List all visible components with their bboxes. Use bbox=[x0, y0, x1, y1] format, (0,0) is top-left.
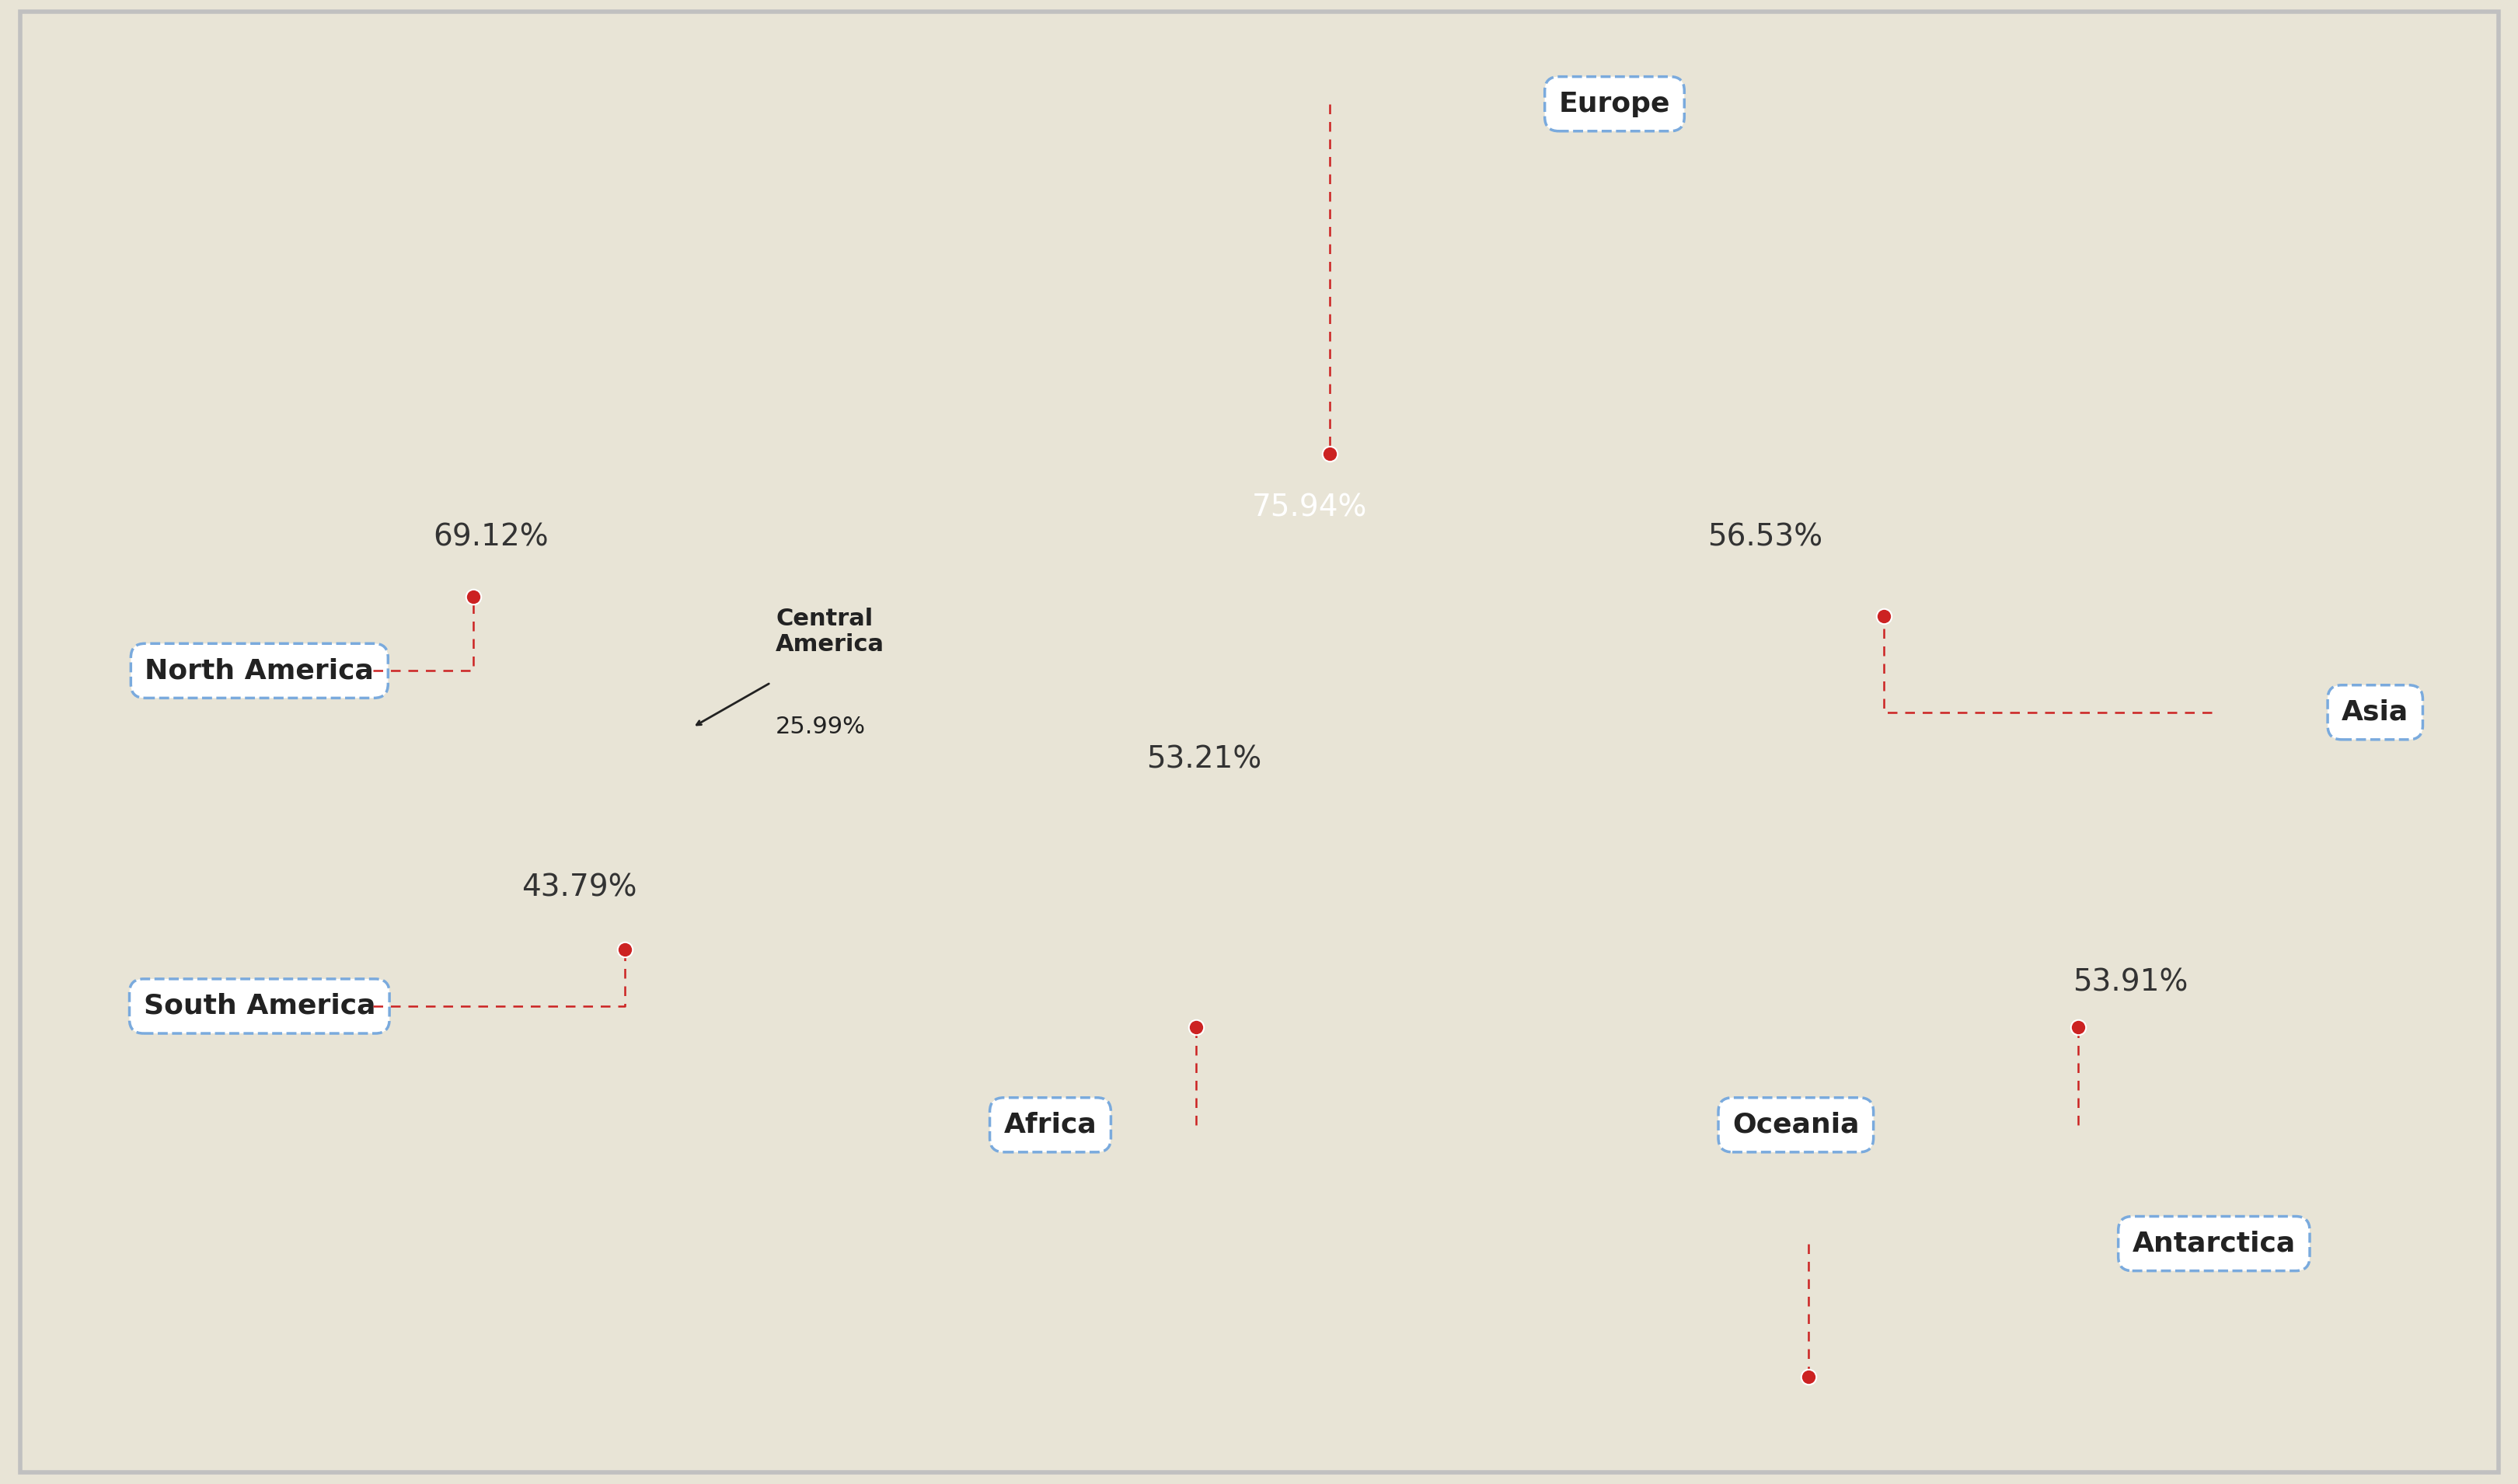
Text: Europe: Europe bbox=[1559, 91, 1669, 117]
Text: 43.79%: 43.79% bbox=[521, 873, 637, 902]
Text: 56.53%: 56.53% bbox=[1707, 522, 1823, 552]
Text: Central
America: Central America bbox=[776, 607, 884, 656]
Text: 53.21%: 53.21% bbox=[1146, 745, 1262, 775]
Text: South America: South America bbox=[144, 993, 375, 1020]
Text: Antarctica: Antarctica bbox=[2133, 1230, 2294, 1257]
Text: 25.99%: 25.99% bbox=[776, 715, 866, 738]
Text: Africa: Africa bbox=[1005, 1112, 1095, 1138]
Text: Oceania: Oceania bbox=[1732, 1112, 1858, 1138]
Text: North America: North America bbox=[146, 657, 373, 684]
Text: 53.91%: 53.91% bbox=[2072, 968, 2188, 997]
Text: 75.94%: 75.94% bbox=[1251, 493, 1367, 522]
Text: Asia: Asia bbox=[2342, 699, 2407, 726]
Text: 69.12%: 69.12% bbox=[433, 522, 549, 552]
